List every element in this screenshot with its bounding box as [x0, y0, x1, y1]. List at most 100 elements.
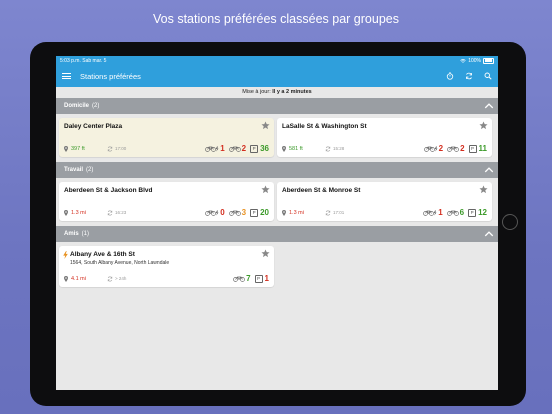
- group-header[interactable]: Travail (2): [56, 162, 498, 178]
- group-name: Amis: [64, 231, 79, 237]
- parking-icon: P: [250, 144, 259, 153]
- bike-count: 2: [241, 144, 247, 153]
- star-icon[interactable]: [261, 185, 270, 194]
- chevron-up-icon[interactable]: [484, 102, 494, 110]
- station-card[interactable]: Albany Ave & 16th St 1564, South Albany …: [59, 246, 274, 287]
- electric-bike-count: 2: [438, 144, 444, 153]
- update-value: Il y a 2 minutes: [272, 89, 312, 95]
- status-time: 5:03 p.m.: [60, 57, 81, 64]
- station-distance: 397 ft: [71, 145, 85, 152]
- station-stats: 397 ft 17:00 1 2 P 36: [64, 144, 269, 153]
- station-updated: 17:01: [333, 210, 345, 215]
- station-updated: 17:00: [115, 146, 127, 151]
- pin-icon: [282, 209, 286, 216]
- station-card[interactable]: LaSalle St & Washington St 581 ft 15:28 …: [277, 118, 492, 157]
- electric-bicycle-icon: [423, 210, 437, 216]
- bicycle-icon: [228, 146, 241, 152]
- station-distance: 581 ft: [289, 145, 303, 152]
- station-address: 1564, South Albany Avenue, North Lawndal…: [70, 260, 170, 266]
- dock-count: 11: [478, 144, 487, 153]
- star-icon[interactable]: [261, 121, 270, 130]
- bike-count: 3: [241, 208, 247, 217]
- star-icon[interactable]: [479, 121, 488, 130]
- station-stats: 581 ft 15:28 2 2 P 11: [282, 144, 487, 153]
- dock-count: 1: [264, 274, 269, 283]
- favorite-groups: Domicile (2) Daley Center Plaza 397 ft 1…: [56, 98, 498, 291]
- group-count: (2): [92, 103, 100, 109]
- electric-bike-count: 0: [220, 208, 225, 217]
- dock-count: 12: [478, 208, 487, 217]
- star-icon[interactable]: [261, 249, 270, 258]
- station-distance: 1.3 mi: [289, 209, 304, 216]
- group-count: (2): [86, 167, 94, 173]
- station-stats: 1.3 mi 17:01 1 6 P 12: [282, 208, 487, 217]
- station-updated: > 24h: [115, 276, 127, 281]
- electric-bike-count: 1: [220, 144, 225, 153]
- pin-icon: [64, 145, 68, 152]
- pin-icon: [64, 275, 68, 282]
- station-name: Aberdeen St & Jackson Blvd: [64, 187, 153, 194]
- dock-count: 20: [260, 208, 269, 217]
- station-card[interactable]: Aberdeen St & Jackson Blvd 1.3 mi 16:23 …: [59, 182, 274, 221]
- promo-headline: Vos stations préférées classées par grou…: [153, 12, 399, 26]
- bicycle-icon: [233, 276, 245, 282]
- station-updated: 15:28: [333, 146, 345, 151]
- group-stations: Albany Ave & 16th St 1564, South Albany …: [56, 242, 498, 291]
- electric-bicycle-icon: [205, 210, 219, 216]
- chevron-up-icon[interactable]: [484, 166, 494, 174]
- pin-icon: [64, 209, 68, 216]
- bike-count: 6: [459, 208, 465, 217]
- refresh-icon: [107, 276, 113, 281]
- station-stats: 1.3 mi 16:23 0 3 P 20: [64, 208, 269, 217]
- page-title: Stations préférées: [80, 71, 141, 81]
- lightning-icon: [63, 251, 68, 259]
- wifi-icon: [460, 58, 466, 63]
- last-update: Mise à jour: Il y a 2 minutes: [56, 87, 498, 97]
- station-name: LaSalle St & Washington St: [282, 123, 367, 130]
- station-card[interactable]: Daley Center Plaza 397 ft 17:00 1 2 P 36: [59, 118, 274, 157]
- group-name: Travail: [64, 167, 84, 173]
- status-bar: 5:03 p.m. Sab mar. 5 100%: [56, 56, 498, 65]
- station-distance: 4.1 mi: [71, 275, 86, 282]
- bike-count: 7: [246, 274, 251, 283]
- electric-bicycle-icon: [205, 146, 219, 152]
- refresh-icon: [325, 210, 331, 215]
- dock-count: 36: [260, 144, 269, 153]
- battery-percent: 100%: [468, 57, 481, 64]
- chevron-up-icon[interactable]: [484, 230, 494, 238]
- status-date: Sab mar. 5: [82, 57, 107, 64]
- group-header[interactable]: Amis (1): [56, 226, 498, 242]
- refresh-icon: [107, 210, 113, 215]
- station-updated: 16:23: [115, 210, 127, 215]
- group-stations: Aberdeen St & Jackson Blvd 1.3 mi 16:23 …: [56, 178, 498, 225]
- electric-bike-count: 1: [438, 208, 443, 217]
- group-header[interactable]: Domicile (2): [56, 98, 498, 114]
- star-icon[interactable]: [479, 185, 488, 194]
- battery-icon: [483, 57, 494, 64]
- search-icon[interactable]: [484, 72, 492, 80]
- stopwatch-icon[interactable]: [446, 72, 454, 80]
- home-button[interactable]: [502, 214, 518, 230]
- refresh-icon: [325, 146, 331, 151]
- parking-icon: P: [468, 144, 477, 153]
- electric-bicycle-icon: [423, 146, 438, 152]
- parking-icon: P: [468, 208, 477, 217]
- bicycle-icon: [228, 210, 241, 216]
- hamburger-icon[interactable]: [62, 73, 71, 79]
- pin-icon: [282, 145, 286, 152]
- group-count: (1): [81, 231, 90, 237]
- parking-icon: P: [250, 208, 259, 217]
- group-stations: Daley Center Plaza 397 ft 17:00 1 2 P 36 …: [56, 114, 498, 161]
- bicycle-icon: [447, 146, 459, 152]
- refresh-icon: [107, 146, 113, 151]
- refresh-icon[interactable]: [465, 72, 473, 80]
- station-name: Daley Center Plaza: [64, 123, 123, 130]
- app-screen: 5:03 p.m. Sab mar. 5 100% Stations préfé…: [56, 56, 498, 390]
- station-card[interactable]: Aberdeen St & Monroe St 1.3 mi 17:01 1 6…: [277, 182, 492, 221]
- group-name: Domicile: [64, 103, 90, 109]
- station-name: Aberdeen St & Monroe St: [282, 187, 361, 194]
- app-toolbar: Stations préférées: [56, 65, 498, 87]
- station-distance: 1.3 mi: [71, 209, 86, 216]
- update-label: Mise à jour:: [242, 89, 271, 95]
